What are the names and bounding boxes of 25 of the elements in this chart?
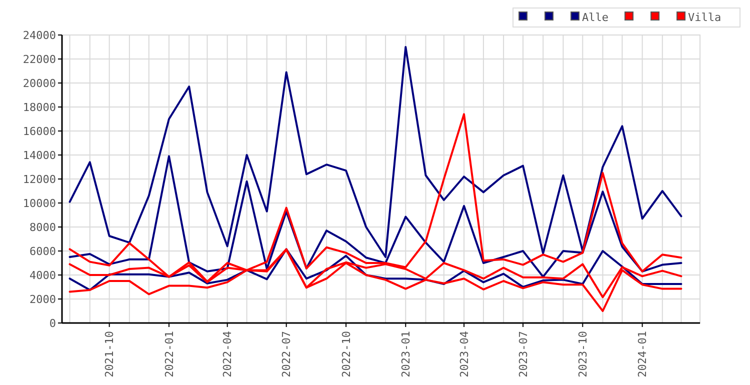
legend-label: Alle <box>582 11 608 24</box>
y-tick-label: 2000 <box>30 292 56 306</box>
x-tick-label: 2022-10 <box>340 331 353 378</box>
x-tick-label: 2021-10 <box>103 331 116 378</box>
y-tick-label: 22000 <box>22 52 56 66</box>
y-tick-label: 4000 <box>30 268 56 282</box>
x-tick-label: 2023-01 <box>399 331 412 378</box>
x-tick-label: 2022-01 <box>162 331 176 378</box>
y-tick-label: 10000 <box>22 196 56 210</box>
x-tick-label: 2023-07 <box>516 331 530 378</box>
x-tick-label: 2023-04 <box>458 330 471 378</box>
y-tick-label: 20000 <box>22 76 56 90</box>
y-tick-label: 18000 <box>22 100 56 114</box>
y-tick-label: 24000 <box>22 28 56 42</box>
x-tick-label: 2022-07 <box>280 331 294 378</box>
x-tick-label: 2024-01 <box>636 331 650 378</box>
y-tick-label: 0 <box>49 316 56 330</box>
x-tick-label: 2022-04 <box>221 330 234 378</box>
y-tick-label: 16000 <box>22 124 56 138</box>
y-tick-label: 6000 <box>30 244 56 258</box>
y-tick-label: 8000 <box>30 220 56 234</box>
y-tick-label: 14000 <box>22 148 56 162</box>
y-tick-label: 12000 <box>22 172 56 186</box>
legend-label: Villa <box>688 11 722 24</box>
x-tick-label: 2023-10 <box>576 331 590 378</box>
